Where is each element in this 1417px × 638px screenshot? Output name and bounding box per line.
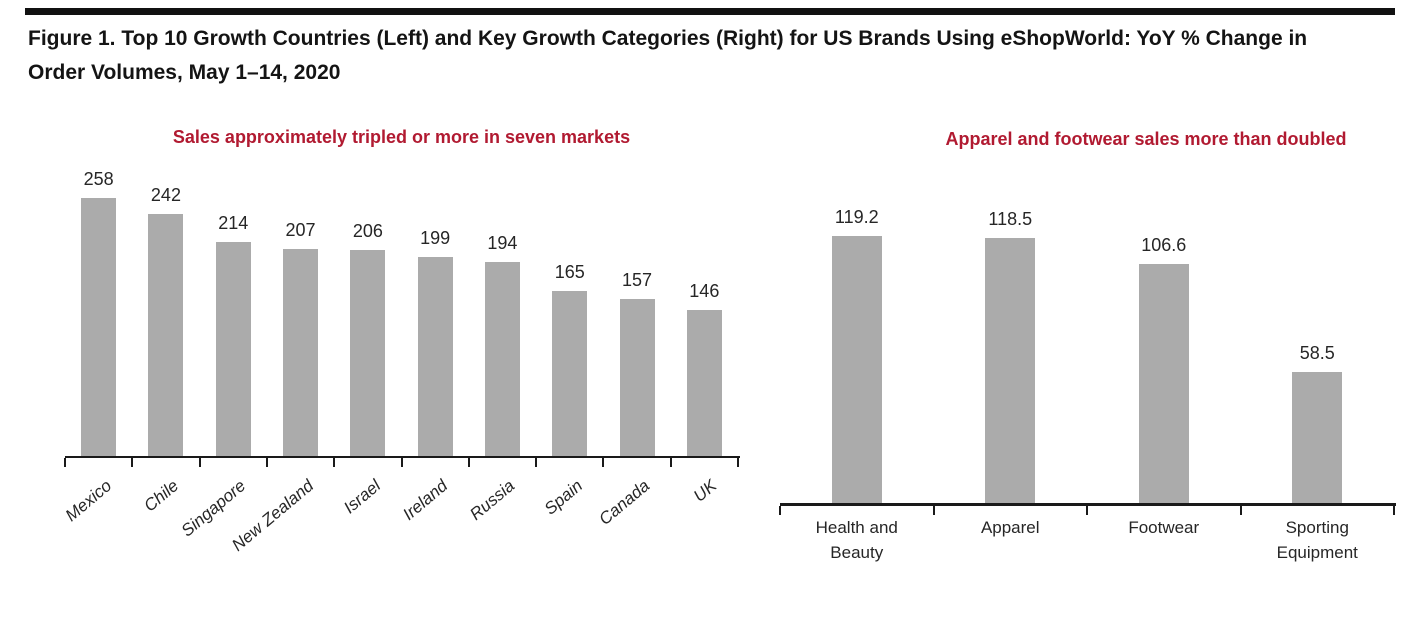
axis-tick	[669, 458, 672, 467]
bar-value-label: 194	[487, 233, 518, 253]
axis-tick	[779, 506, 781, 515]
bar-new-zealand	[283, 249, 319, 456]
bar-value-label: 119.2	[834, 207, 879, 227]
bar-value-label: 214	[218, 213, 249, 233]
axis-tick	[1393, 506, 1395, 515]
bar-value-label: 242	[150, 185, 181, 205]
axis-tick	[64, 458, 66, 467]
plot-area-categories: 119.2 118.5 106.6 58.5	[780, 207, 1395, 503]
bar-cell: 157	[603, 176, 670, 456]
axis-tick	[131, 458, 134, 467]
bar-cell: 146	[671, 176, 738, 456]
bar-value-label: 165	[554, 262, 585, 282]
bar-russia	[484, 262, 520, 456]
bar-cell: 207	[267, 176, 334, 456]
bar-sporting-equipment	[1292, 372, 1343, 503]
bar-chile	[148, 214, 184, 456]
bar-cell: 206	[334, 176, 401, 456]
bar-cell: 242	[132, 176, 199, 456]
bar-footwear	[1138, 264, 1189, 503]
axis-tick	[602, 458, 605, 467]
figure-title-line1: Figure 1. Top 10 Growth Countries (Left)…	[28, 27, 1308, 50]
axis-tick	[265, 458, 268, 467]
bar-cell: 258	[65, 169, 132, 456]
bar-value-label: 157	[622, 270, 653, 290]
x-label-sporting-equipment: Sporting Equipment	[1276, 518, 1358, 562]
bar-cell: 214	[200, 176, 267, 456]
bar-cell: 106.6	[1087, 212, 1241, 503]
x-axis-categories	[780, 503, 1396, 506]
bar-value-label: 206	[352, 221, 383, 241]
bar-value-label: 118.5	[988, 209, 1033, 229]
bar-mexico	[81, 198, 117, 456]
x-label-apparel: Apparel	[980, 518, 1040, 537]
chart-title-countries: Sales approximately tripled or more in s…	[172, 127, 631, 147]
x-label-footwear: Footwear	[1128, 518, 1200, 537]
bar-cell: 119.2	[780, 207, 934, 503]
bar-health-and-beauty	[831, 236, 882, 503]
bar-singapore	[215, 242, 251, 456]
bar-apparel	[985, 238, 1036, 503]
axis-tick	[1239, 506, 1242, 515]
axis-tick	[400, 458, 403, 467]
axis-tick	[467, 458, 470, 467]
bar-value-label: 146	[689, 281, 720, 301]
axis-tick	[535, 458, 538, 467]
x-label-cell: Health and Beauty	[780, 515, 934, 565]
axis-tick	[198, 458, 201, 467]
plot-area-countries: 258 242 214 207 206 199 194 165 157 146	[65, 169, 738, 456]
bar-value-label: 258	[83, 169, 114, 189]
bar-canada	[619, 299, 655, 456]
bar-cell: 58.5	[1241, 212, 1395, 503]
bar-israel	[350, 250, 386, 456]
top-divider-rule	[25, 8, 1395, 15]
x-label-health-and-beauty: Health and Beauty	[815, 518, 898, 562]
bar-value-label: 207	[285, 220, 316, 240]
x-axis-ticks-countries	[64, 458, 739, 467]
x-axis-labels-categories: Health and Beauty Apparel Footwear Sporting…	[780, 515, 1394, 565]
x-label-cell: Footwear	[1087, 515, 1241, 565]
x-axis-countries	[65, 456, 740, 458]
x-axis-ticks-categories	[779, 506, 1395, 515]
axis-tick	[1086, 506, 1088, 515]
bar-ireland	[417, 257, 453, 456]
x-label-cell: Apparel	[934, 515, 1088, 565]
chart-title-categories: Apparel and footwear sales more than dou…	[945, 129, 1347, 149]
bar-value-label: 106.6	[1141, 235, 1187, 255]
bar-value-label: 58.5	[1299, 343, 1335, 363]
bar-spain	[552, 291, 588, 456]
figure-title: Figure 1. Top 10 Growth Countries (Left)…	[28, 22, 1393, 90]
bar-cell: 165	[536, 176, 603, 456]
x-label-cell: Sporting Equipment	[1241, 515, 1395, 565]
axis-tick	[932, 506, 935, 515]
figure-title-line2: Order Volumes, May 1–14, 2020	[28, 61, 341, 84]
axis-tick	[737, 458, 739, 467]
x-axis-labels-countries: Mexico Chile Singapore New Zealand Israel Ire…	[61, 468, 738, 588]
axis-tick	[333, 458, 336, 467]
bar-uk	[686, 310, 722, 456]
bar-value-label: 199	[420, 228, 451, 248]
bar-cell: 199	[401, 176, 468, 456]
bar-cell: 118.5	[934, 209, 1088, 503]
bar-cell: 194	[469, 176, 536, 456]
